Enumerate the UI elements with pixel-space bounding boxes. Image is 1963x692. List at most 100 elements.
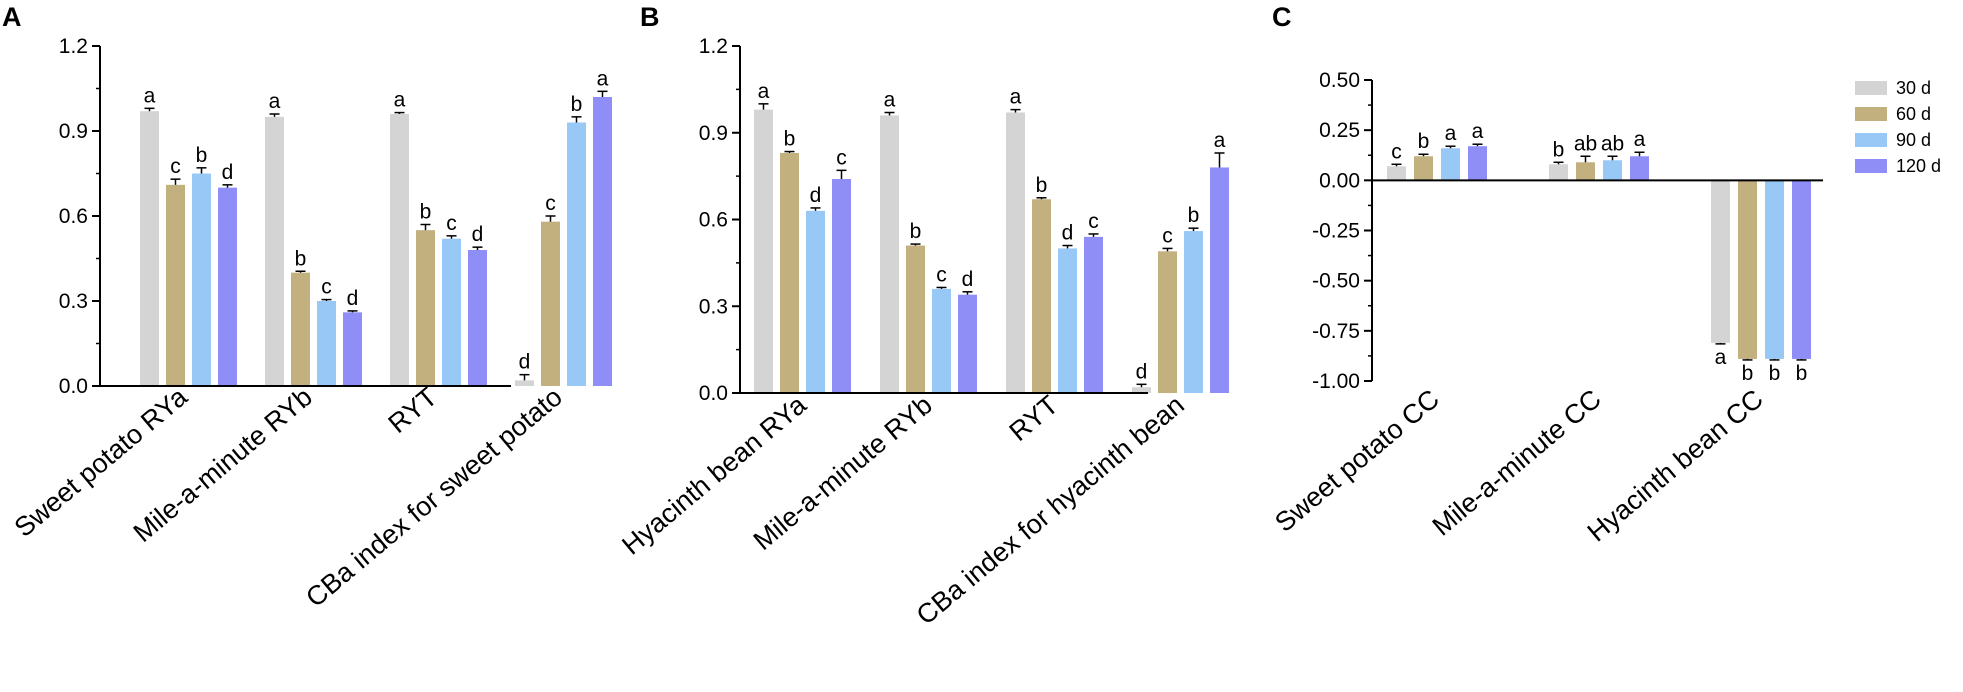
panel-c-ytick-label-4: -0.25 bbox=[1312, 220, 1360, 243]
panel-c-bar-3-3 bbox=[1765, 180, 1784, 359]
panel-a-ytick-label-4: 0.9 bbox=[59, 120, 88, 143]
panel-a-bar-2-3 bbox=[317, 301, 336, 386]
panel-b-category-label-4: CBa index for hyacinth bean bbox=[911, 390, 1190, 631]
panel-a-letter-3-2: b bbox=[420, 201, 432, 224]
panel-c-letter-2-2: ab bbox=[1574, 132, 1597, 155]
panel-b-ytick-label-3: 0.6 bbox=[699, 209, 728, 232]
panel-a-bar-4-2 bbox=[541, 221, 560, 386]
panel-a-bar-3-4 bbox=[468, 250, 487, 386]
panel-a-ytick-label-5: 1.2 bbox=[59, 35, 88, 58]
panel-a-letter-2-1: a bbox=[269, 90, 281, 113]
panel-a-letter-1-2: c bbox=[170, 155, 181, 178]
panel-b-letter-3-3: d bbox=[1062, 222, 1074, 245]
panel-c-bar-2-1 bbox=[1549, 164, 1568, 181]
panel-c-letter-1-2: b bbox=[1418, 130, 1430, 153]
panel-b-letter-4-3: b bbox=[1188, 204, 1200, 227]
panel-b-ytick-label-1: 0.0 bbox=[699, 382, 728, 405]
panel-c-letter-2-3: ab bbox=[1601, 132, 1624, 155]
panel-a-letter-3-3: c bbox=[446, 212, 457, 235]
panel-a-ytick-label-3: 0.6 bbox=[59, 205, 88, 228]
panel-a-category-label-4: CBa index for sweet potato bbox=[300, 382, 568, 613]
panel-b-letter-4-2: c bbox=[1162, 224, 1173, 247]
panel-b-letter: B bbox=[640, 2, 660, 32]
panel-a-bar-4-3 bbox=[567, 122, 586, 386]
panel-b-bar-3-1 bbox=[1006, 112, 1025, 393]
panel-c-bar-1-1 bbox=[1387, 166, 1406, 181]
panel-c-letter-3-3: b bbox=[1769, 362, 1781, 385]
panel-a-letter: A bbox=[2, 2, 22, 32]
panel-a-letter-2-3: c bbox=[321, 276, 332, 299]
panel-a-bar-2-2 bbox=[291, 272, 310, 386]
panel-c-category-label-3: Hyacinth bean CC bbox=[1582, 384, 1769, 548]
panel-b-letter-4-1: d bbox=[1136, 360, 1148, 383]
panel-a-bar-1-1 bbox=[140, 111, 159, 387]
panel-b-letter-1-4: c bbox=[836, 146, 847, 169]
legend-swatch-2 bbox=[1855, 107, 1887, 121]
legend-label-1: 30 d bbox=[1896, 78, 1931, 98]
panel-c-letter-2-4: a bbox=[1634, 128, 1646, 151]
panel-b-bar-4-2 bbox=[1158, 251, 1177, 393]
panel-c-ytick-label-2: -0.75 bbox=[1312, 320, 1360, 343]
panel-b-bar-1-4 bbox=[832, 179, 851, 393]
panel-b-letter-1-1: a bbox=[758, 80, 770, 103]
panel-c-letter-3-1: a bbox=[1715, 346, 1727, 369]
panel-a-bar-1-2 bbox=[166, 184, 185, 386]
panel-a-ytick-label-2: 0.3 bbox=[59, 290, 88, 313]
panel-a-letter-4-3: b bbox=[571, 93, 583, 116]
legend-swatch-1 bbox=[1855, 81, 1887, 95]
panel-b-ytick-label-2: 0.3 bbox=[699, 295, 728, 318]
panel-c-category-label-2: Mile-a-minute CC bbox=[1427, 384, 1607, 542]
panel-b-bar-2-3 bbox=[932, 288, 951, 393]
panel-a-letter-2-2: b bbox=[295, 247, 307, 270]
panel-a-letter-1-3: b bbox=[196, 144, 208, 167]
panel-b-bar-2-1 bbox=[880, 115, 899, 394]
panel-b-bar-2-4 bbox=[958, 294, 977, 393]
panel-b-letter-2-1: a bbox=[884, 89, 896, 112]
panel-b-bar-4-3 bbox=[1184, 231, 1203, 393]
panel-a-letter-1-1: a bbox=[144, 84, 156, 107]
panel-b-bar-2-2 bbox=[906, 245, 925, 393]
panel-c-ytick-label-5: 0.00 bbox=[1319, 169, 1360, 192]
panel-c-bar-3-1 bbox=[1711, 180, 1730, 343]
panel-a-letter-3-1: a bbox=[394, 89, 406, 112]
panel-c-letter-2-1: b bbox=[1553, 138, 1565, 161]
panel-b-letter-2-4: d bbox=[962, 268, 974, 291]
legend-label-4: 120 d bbox=[1896, 156, 1941, 176]
panel-c: C c b a ab ab ab aab b b-1.00-0.75-0.50-0.250.00… bbox=[1269, 2, 1823, 547]
panel-c-category-label-1: Sweet potato CC bbox=[1269, 384, 1445, 538]
panel-c-ytick-label-3: -0.50 bbox=[1312, 270, 1360, 293]
panel-b-ytick-label-5: 1.2 bbox=[699, 35, 728, 58]
legend-swatch-4 bbox=[1855, 159, 1887, 173]
panel-c-bar-2-2 bbox=[1576, 162, 1595, 181]
panel-c-bar-3-4 bbox=[1792, 180, 1811, 359]
panel-a-letter-3-4: d bbox=[472, 223, 484, 246]
panel-c-letter: C bbox=[1272, 2, 1292, 32]
panel-c-bar-1-4 bbox=[1468, 146, 1487, 181]
panel-b-letter-1-3: d bbox=[810, 184, 822, 207]
panel-b-bar-4-4 bbox=[1210, 167, 1229, 393]
panel-a-bar-1-3 bbox=[192, 173, 211, 386]
panel-a-letter-4-2: c bbox=[545, 192, 556, 215]
panel-c-ytick-label-7: 0.50 bbox=[1319, 69, 1360, 92]
panel-c-letter-1-4: a bbox=[1472, 120, 1484, 143]
panel-a-bar-3-3 bbox=[442, 238, 461, 386]
panel-b-letter-3-2: b bbox=[1036, 174, 1048, 197]
panel-a-bar-4-1 bbox=[515, 380, 534, 386]
panel-a-bar-2-4 bbox=[343, 312, 362, 386]
legend-swatch-3 bbox=[1855, 133, 1887, 147]
panel-a-category-label-3: RYT bbox=[383, 382, 443, 439]
panel-b-letter-2-3: c bbox=[936, 263, 947, 286]
panel-a-ytick-label-1: 0.0 bbox=[59, 375, 88, 398]
panel-a-bar-3-1 bbox=[390, 114, 409, 386]
panel-b-ytick-label-4: 0.9 bbox=[699, 122, 728, 145]
panel-b-bar-3-3 bbox=[1058, 248, 1077, 393]
panel-c-ytick-label-6: 0.25 bbox=[1319, 119, 1360, 142]
panel-b-bar-4-1 bbox=[1132, 387, 1151, 393]
panel-c-letter-3-4: b bbox=[1796, 362, 1808, 385]
panel-a-letter-2-4: d bbox=[347, 287, 359, 310]
panel-c-bar-1-2 bbox=[1414, 156, 1433, 181]
panel-b-bar-1-1 bbox=[754, 109, 773, 393]
panel-b-bar-1-2 bbox=[780, 152, 799, 393]
